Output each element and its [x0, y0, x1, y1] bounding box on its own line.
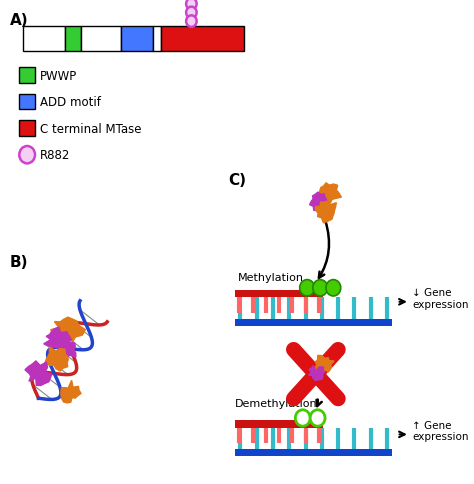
Circle shape: [19, 147, 35, 164]
Polygon shape: [56, 336, 76, 363]
Polygon shape: [319, 183, 341, 204]
Text: PWWP: PWWP: [40, 70, 77, 82]
Bar: [19, 68, 36, 84]
Bar: [19, 121, 36, 136]
Circle shape: [186, 0, 197, 11]
Text: ↑ Gene
expression: ↑ Gene expression: [412, 420, 468, 441]
Circle shape: [326, 280, 341, 296]
Text: R882: R882: [40, 149, 70, 162]
Circle shape: [313, 280, 328, 296]
Circle shape: [295, 410, 310, 426]
Polygon shape: [309, 366, 325, 381]
Text: Methylation: Methylation: [238, 273, 304, 283]
Polygon shape: [44, 327, 72, 350]
Bar: [235, 420, 323, 428]
Bar: [120, 27, 154, 52]
Bar: [23, 27, 65, 52]
Text: B): B): [10, 254, 28, 269]
Polygon shape: [315, 202, 337, 224]
Polygon shape: [51, 318, 85, 342]
Text: Demethylation: Demethylation: [235, 398, 318, 408]
Bar: [154, 27, 161, 52]
Text: ADD motif: ADD motif: [40, 96, 100, 109]
Polygon shape: [314, 356, 334, 375]
Bar: [19, 95, 36, 110]
Text: C terminal MTase: C terminal MTase: [40, 122, 141, 136]
Polygon shape: [25, 361, 52, 386]
Circle shape: [300, 280, 315, 296]
Text: ↓ Gene
expression: ↓ Gene expression: [412, 287, 468, 309]
Text: C): C): [228, 172, 246, 187]
Bar: [82, 27, 120, 52]
Bar: [65, 27, 82, 52]
Bar: [235, 319, 392, 326]
Polygon shape: [61, 380, 81, 403]
Circle shape: [310, 410, 325, 426]
Bar: [161, 27, 244, 52]
Polygon shape: [310, 193, 328, 211]
Bar: [235, 450, 392, 456]
Polygon shape: [45, 347, 68, 371]
Circle shape: [186, 8, 197, 19]
Text: A): A): [10, 14, 29, 29]
Bar: [235, 290, 323, 298]
Circle shape: [186, 16, 197, 28]
